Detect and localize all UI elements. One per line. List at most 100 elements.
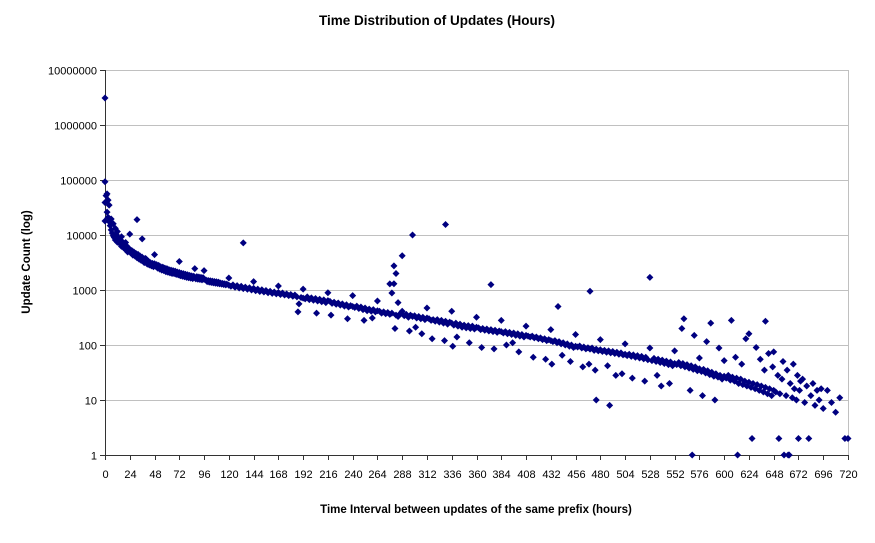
scatter-points <box>101 94 852 459</box>
x-tick-label: 648 <box>765 469 783 481</box>
data-point <box>690 331 698 339</box>
data-point <box>703 338 711 346</box>
data-point <box>324 289 332 297</box>
data-point <box>487 281 495 289</box>
y-tick-label: 10000 <box>66 231 97 243</box>
data-point <box>529 353 537 361</box>
data-point <box>373 297 381 305</box>
data-point <box>558 351 566 359</box>
data-point <box>586 287 594 295</box>
data-point <box>761 317 769 325</box>
data-point <box>591 366 599 374</box>
data-point <box>803 382 811 390</box>
data-point <box>295 300 303 308</box>
data-point <box>390 280 398 288</box>
y-tick-label: 10 <box>85 396 97 408</box>
data-point <box>752 344 760 352</box>
data-point <box>815 396 823 404</box>
gridlines <box>105 70 849 456</box>
data-point <box>225 274 233 282</box>
data-point <box>103 208 111 216</box>
data-point <box>778 375 786 383</box>
data-point <box>606 401 614 409</box>
y-axis-title: Update Count (log) <box>21 210 33 314</box>
x-tick-label: 312 <box>418 469 436 481</box>
y-tick-label: 10000000 <box>48 66 97 78</box>
data-point <box>465 339 473 347</box>
x-tick-label: 144 <box>245 469 263 481</box>
data-point <box>448 307 456 315</box>
data-point <box>819 405 827 413</box>
data-point <box>548 360 556 368</box>
x-tick-label: 672 <box>789 469 807 481</box>
data-point <box>566 358 574 366</box>
data-point <box>612 371 620 379</box>
data-point <box>671 347 679 355</box>
data-point <box>779 358 787 366</box>
x-tick-label: 600 <box>715 469 733 481</box>
x-tick-label: 384 <box>492 469 510 481</box>
x-tick-label: 240 <box>344 469 362 481</box>
data-point <box>596 336 604 344</box>
data-point <box>274 282 282 290</box>
data-point <box>118 233 126 241</box>
data-point <box>412 323 420 331</box>
data-point <box>441 337 449 345</box>
data-point <box>844 434 852 442</box>
x-tick-label: 432 <box>542 469 560 481</box>
data-point <box>327 311 335 319</box>
data-point <box>473 313 480 321</box>
data-point <box>101 94 109 102</box>
data-point <box>151 251 159 259</box>
data-point <box>133 216 141 224</box>
data-point <box>738 360 746 368</box>
data-point <box>782 392 790 400</box>
data-point <box>394 299 402 307</box>
data-point <box>794 434 802 442</box>
x-axis-title: Time Interval between updates of the sam… <box>320 504 632 516</box>
data-point <box>113 227 121 235</box>
data-point <box>449 342 457 350</box>
data-point <box>239 239 247 247</box>
data-point <box>398 252 406 260</box>
data-point <box>621 340 629 348</box>
data-point <box>522 322 530 330</box>
data-point <box>686 386 694 394</box>
data-point <box>123 242 131 250</box>
data-point <box>418 330 426 338</box>
data-point <box>453 333 461 341</box>
axes <box>100 70 849 460</box>
data-point <box>742 335 750 343</box>
data-point <box>734 451 742 459</box>
data-point <box>783 366 791 374</box>
data-point <box>688 451 696 459</box>
data-point <box>765 350 773 358</box>
data-point <box>785 451 793 459</box>
data-point <box>386 280 394 288</box>
data-point <box>774 371 782 379</box>
data-point <box>542 355 550 363</box>
data-point <box>786 379 794 387</box>
data-point <box>805 434 813 442</box>
data-point <box>250 278 258 286</box>
x-tick-label: 192 <box>294 469 312 481</box>
data-point <box>191 265 199 273</box>
x-tick-label: 96 <box>198 469 210 481</box>
data-point <box>807 392 815 400</box>
data-point <box>795 386 803 394</box>
data-point <box>711 396 719 404</box>
data-point <box>811 401 819 409</box>
y-tick-label: 1000000 <box>54 121 97 133</box>
x-tick-label: 528 <box>641 469 659 481</box>
data-point <box>423 304 431 312</box>
data-point <box>390 262 398 270</box>
data-point <box>715 344 723 352</box>
x-tick-label: 720 <box>839 469 857 481</box>
data-point <box>515 348 523 356</box>
data-point <box>832 408 840 416</box>
x-tick-label: 48 <box>149 469 161 481</box>
data-point <box>760 366 768 374</box>
data-point <box>175 257 183 265</box>
data-point <box>200 267 208 275</box>
